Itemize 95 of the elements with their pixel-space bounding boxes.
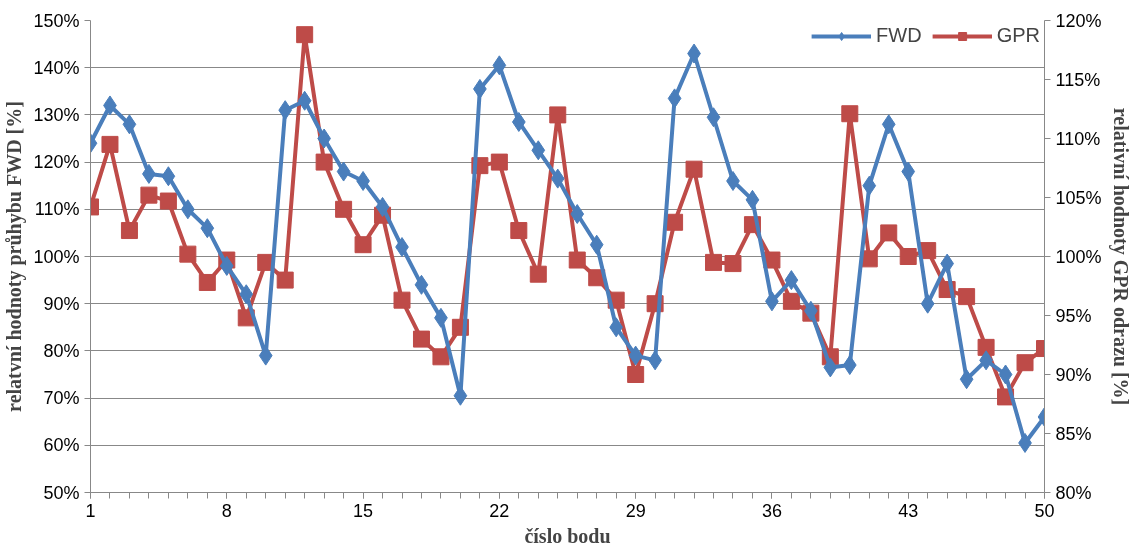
point xyxy=(589,234,604,255)
point xyxy=(219,255,234,276)
point xyxy=(881,114,896,135)
point xyxy=(920,293,935,314)
point xyxy=(453,385,468,406)
y2-axis-title: relativní hodnoty GPR odrazu [%] xyxy=(1108,107,1132,406)
point xyxy=(511,111,526,132)
point xyxy=(492,55,507,76)
point xyxy=(490,153,508,171)
point xyxy=(880,224,898,242)
x-tick-label: 15 xyxy=(353,500,374,521)
y-tick-label: 80% xyxy=(43,340,80,361)
point xyxy=(296,26,314,44)
point xyxy=(685,160,703,178)
point xyxy=(899,248,917,265)
point xyxy=(706,107,721,128)
y-tick-label: 60% xyxy=(43,435,80,456)
legend-label: GPR xyxy=(996,24,1040,47)
y2-tick-label: 120% xyxy=(1055,10,1102,31)
point xyxy=(570,204,585,225)
point xyxy=(609,317,624,338)
point xyxy=(161,166,176,187)
point xyxy=(101,135,119,153)
point xyxy=(375,196,390,217)
point xyxy=(120,222,138,240)
point xyxy=(315,153,333,171)
y-tick-label: 130% xyxy=(33,104,80,125)
point xyxy=(179,245,197,263)
point xyxy=(122,114,137,135)
y2-tick-label: 110% xyxy=(1055,128,1101,149)
y2-tick-label: 100% xyxy=(1055,246,1102,267)
x-tick-label: 1 xyxy=(85,500,96,521)
point xyxy=(412,330,430,348)
y-tick-label: 110% xyxy=(34,199,80,220)
point xyxy=(529,265,547,283)
point xyxy=(159,192,177,210)
point xyxy=(550,168,565,189)
point xyxy=(782,292,800,310)
point xyxy=(666,213,684,231)
point xyxy=(998,364,1013,385)
point xyxy=(977,338,995,356)
y2-tick-label: 115% xyxy=(1055,69,1101,90)
point xyxy=(667,88,682,109)
y2-tick-label: 95% xyxy=(1055,305,1092,326)
y2-tick-label: 90% xyxy=(1055,364,1092,385)
point xyxy=(336,161,351,182)
x-tick-label: 8 xyxy=(221,500,232,521)
x-tick-label: 50 xyxy=(1034,500,1055,521)
point xyxy=(745,189,760,210)
y-tick-label: 90% xyxy=(43,293,80,314)
point xyxy=(276,271,294,289)
point xyxy=(958,288,976,306)
point xyxy=(724,255,742,273)
point xyxy=(628,345,643,366)
y-axis-title: relatvní hodnoty průhybu FWD [%] xyxy=(3,101,27,412)
point xyxy=(354,236,372,254)
y2-tick-label: 80% xyxy=(1055,482,1092,503)
point xyxy=(140,186,158,204)
point xyxy=(198,273,216,291)
point xyxy=(627,366,645,383)
point xyxy=(414,274,429,295)
legend-label: FWD xyxy=(876,24,922,47)
y-tick-label: 100% xyxy=(33,246,80,267)
point xyxy=(335,200,353,218)
point xyxy=(568,251,586,269)
x-tick-label: 43 xyxy=(898,500,919,521)
point xyxy=(278,100,293,121)
x-tick-label: 29 xyxy=(625,500,646,521)
x-tick-label: 36 xyxy=(761,500,782,521)
point xyxy=(510,222,528,240)
x-tick-label: 22 xyxy=(489,500,510,521)
point xyxy=(862,175,877,196)
point xyxy=(959,369,974,390)
point xyxy=(200,218,215,239)
y-tick-label: 150% xyxy=(33,10,80,31)
point xyxy=(841,105,859,123)
y2-tick-label: 85% xyxy=(1055,423,1092,444)
point xyxy=(239,284,254,305)
point xyxy=(784,270,799,291)
point xyxy=(901,161,916,182)
x-axis-title: číslo bodu xyxy=(524,524,611,547)
point xyxy=(393,291,411,309)
point xyxy=(1016,354,1034,372)
point xyxy=(549,106,567,124)
point xyxy=(823,357,838,378)
point xyxy=(297,90,312,111)
point xyxy=(432,348,450,366)
y-tick-label: 70% xyxy=(43,388,80,409)
y-tick-label: 140% xyxy=(33,57,80,78)
point xyxy=(705,253,723,271)
point xyxy=(531,140,546,161)
point xyxy=(842,355,857,376)
y-tick-label: 50% xyxy=(43,482,80,503)
y-tick-label: 120% xyxy=(33,152,80,173)
y2-tick-label: 105% xyxy=(1055,187,1102,208)
